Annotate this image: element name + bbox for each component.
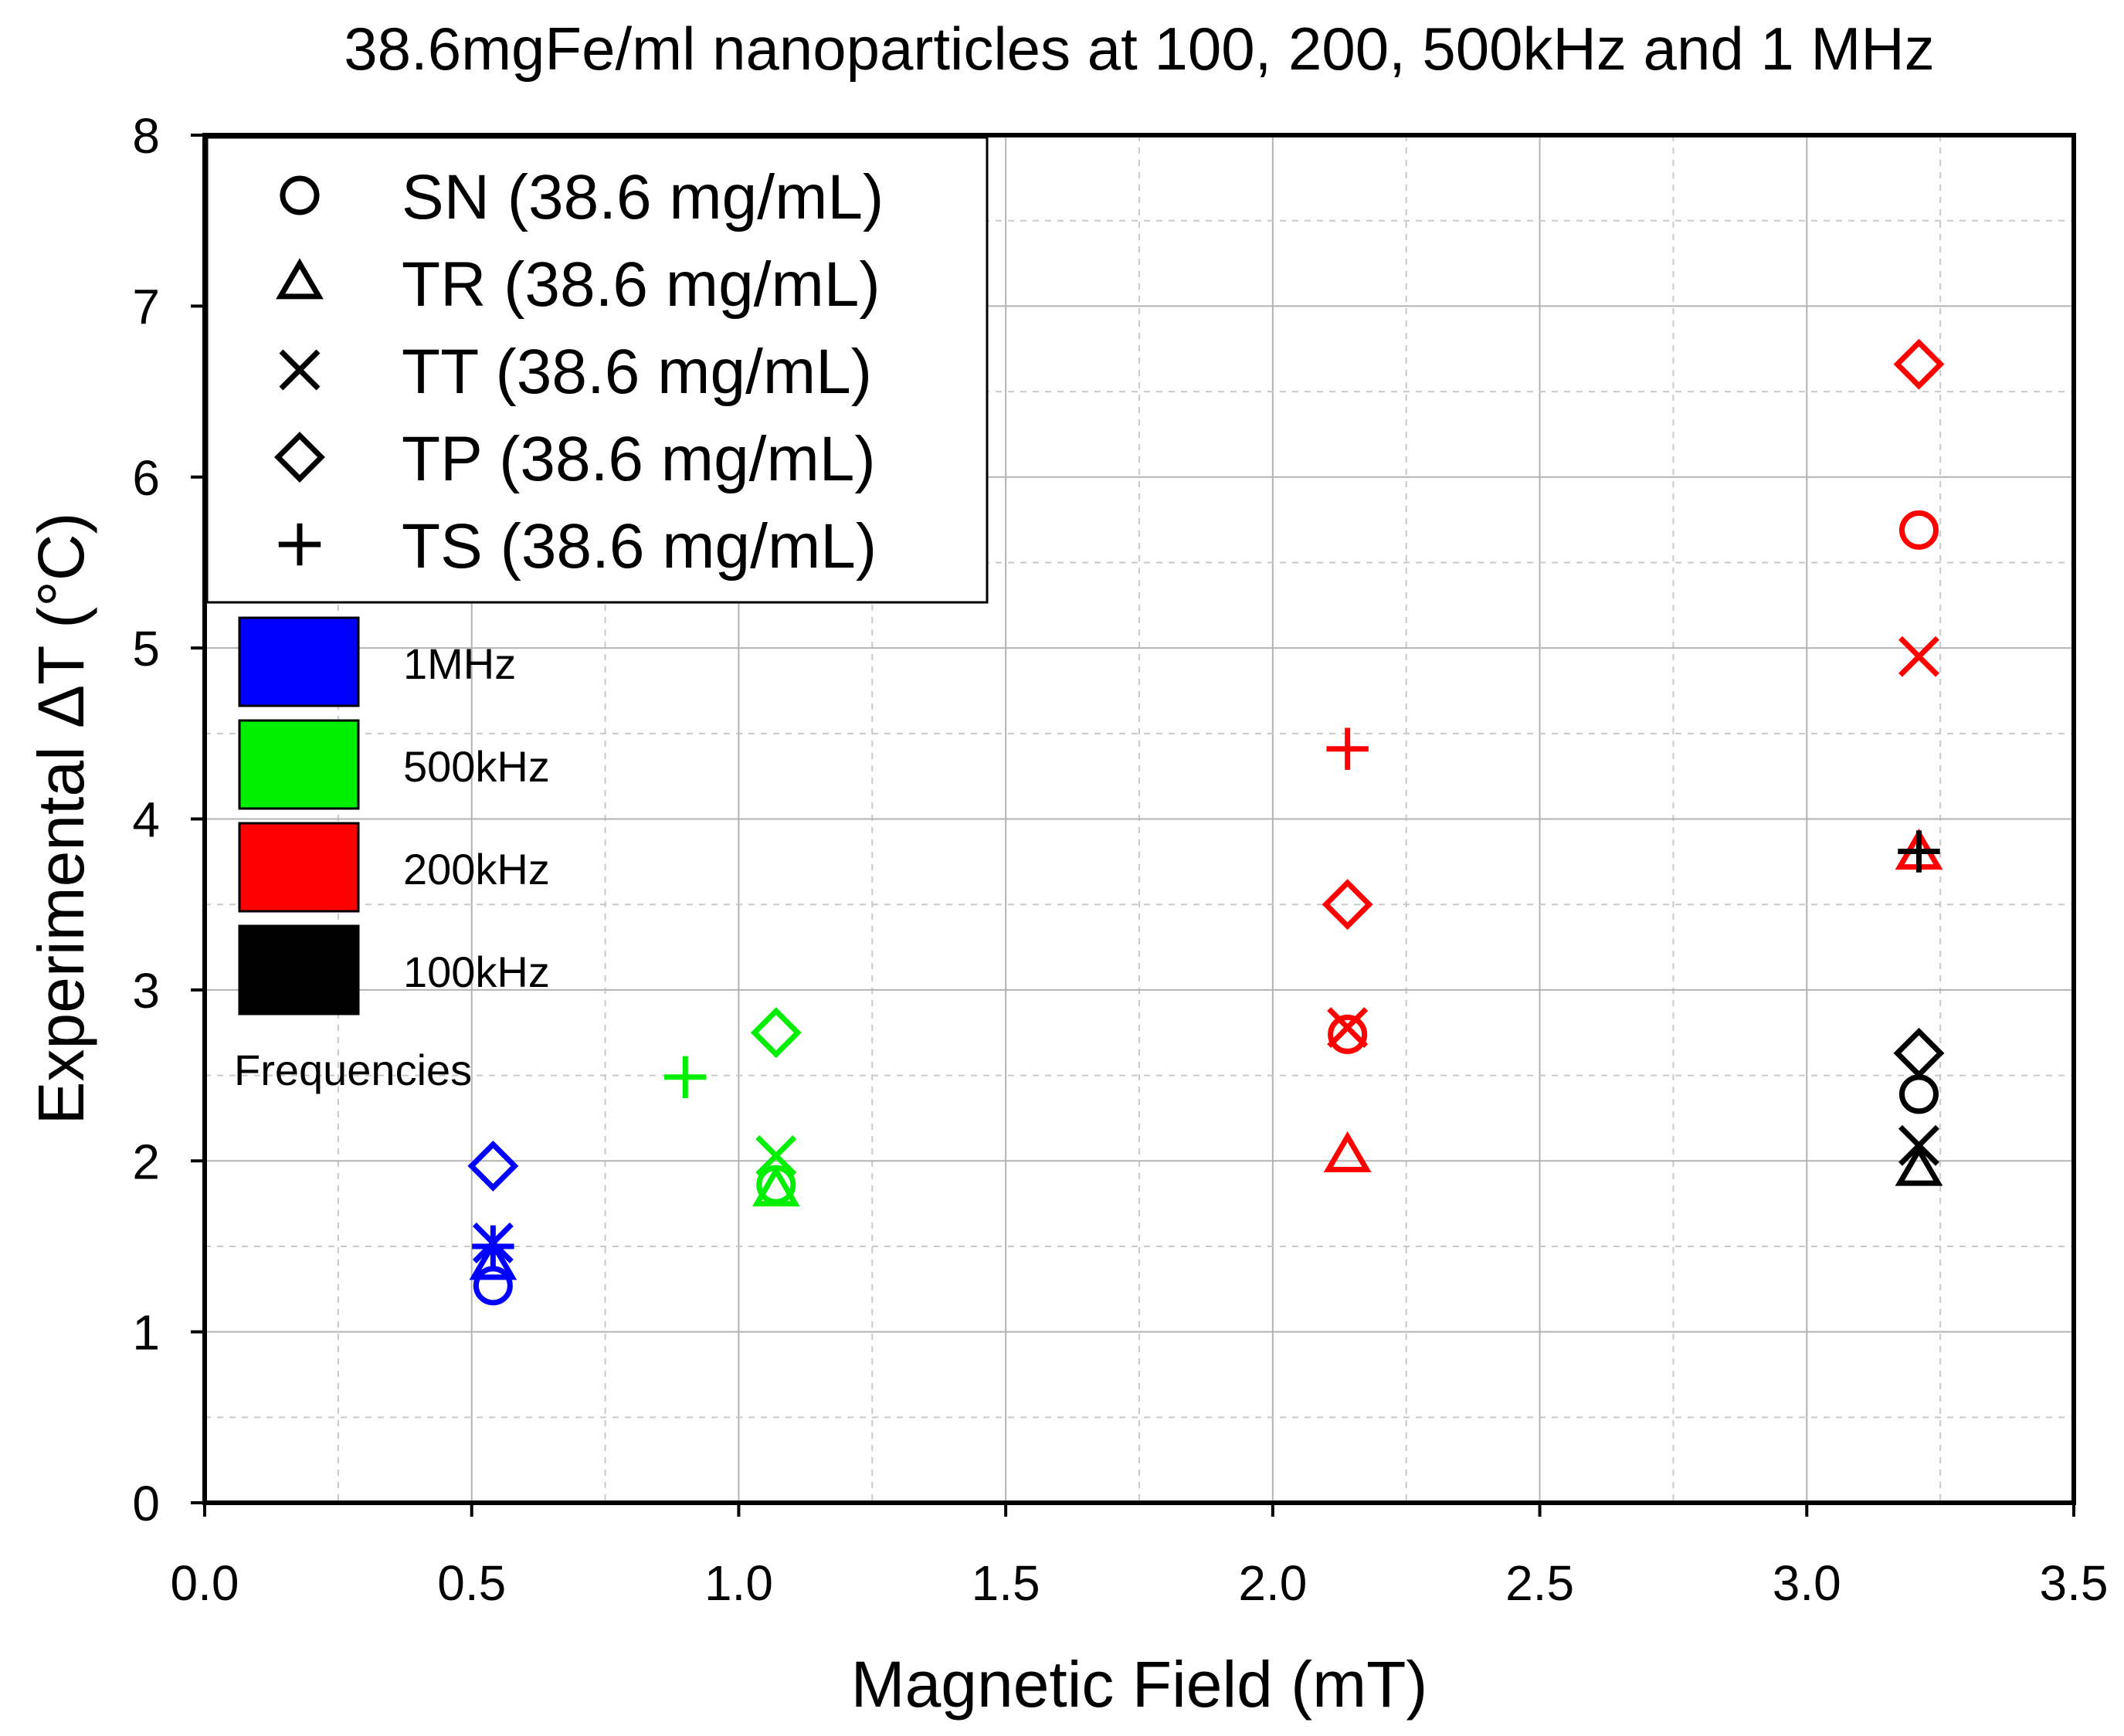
legend-symbol-diamond [274,432,325,483]
data-point-tr [752,1165,800,1207]
frequency-swatch [238,822,360,913]
frequency-swatch [238,719,360,810]
legend-label: TP (38.6 mg/mL) [402,424,876,494]
x-axis-label: Magnetic Field (mT) [851,1648,1428,1721]
y-tick-label: 1 [132,1305,160,1361]
x-tick-label: 2.0 [1238,1555,1307,1611]
data-point-tr [1895,1144,1943,1186]
frequency-legend: 1MHz 500kHz 200kHz 100kHz Frequencies [234,616,550,1094]
frequency-swatch [238,616,360,707]
data-point-ts [1898,830,1940,873]
frequency-label: 200kHz [403,845,550,893]
data-point-tr [1323,1131,1372,1172]
x-axis-ticks: 0.0 0.5 1.0 1.5 2.0 2.5 3.0 3.5 [171,1503,2109,1611]
y-tick-label: 6 [132,450,160,506]
x-tick-label: 0.0 [171,1555,239,1611]
x-tick-label: 2.5 [1505,1555,1574,1611]
marker-legend: SN (38.6 mg/mL) TR (38.6 mg/mL) TT (38.6 m… [205,136,989,604]
y-tick-label: 2 [132,1134,160,1189]
data-point-tp [1893,1027,1945,1079]
legend-symbol-circle [280,175,320,215]
data-point-tt [1327,1007,1369,1049]
data-point-ts [1326,727,1369,770]
data-point-sn [473,1266,513,1306]
legend-label: SN (38.6 mg/mL) [402,162,884,232]
data-point-tt [1898,636,1939,677]
legend-label: TR (38.6 mg/mL) [402,249,880,320]
data-point-ts [472,1225,514,1268]
frequency-label: 500kHz [403,742,550,791]
x-tick-label: 0.5 [437,1555,506,1611]
data-point-tp [1893,338,1945,390]
y-tick-label: 4 [132,792,160,848]
data-point-ts [664,1056,707,1098]
data-point-tr [469,1239,517,1280]
x-tick-label: 3.0 [1773,1555,1841,1611]
chart-title: 38.6mgFe/ml nanoparticles at 100, 200, 5… [344,15,1934,83]
data-point-sn [1898,510,1939,550]
frequency-swatch [238,924,360,1015]
frequency-label: 100kHz [403,948,550,996]
y-axis-label: Experimental ΔT (°C) [25,513,97,1125]
legend-symbol-plus [278,523,321,566]
frequency-label: 1MHz [403,639,516,688]
x-tick-label: 3.5 [2040,1555,2109,1611]
data-point-tt [1898,1124,1939,1166]
y-tick-label: 0 [132,1476,160,1531]
legend-symbol-x [279,349,321,391]
data-point-tt [755,1135,797,1177]
data-point-tp [750,1007,802,1059]
data-point-tp [467,1140,519,1192]
frequency-legend-title: Frequencies [234,1046,472,1094]
y-tick-label: 7 [132,279,160,334]
data-point-sn [1328,1014,1368,1054]
legend-label: TT (38.6 mg/mL) [402,337,872,407]
y-tick-label: 8 [132,108,160,164]
data-point-tp [1322,879,1373,931]
y-tick-label: 3 [132,963,160,1019]
y-axis-ticks: 0 1 2 3 4 5 6 7 8 [132,108,205,1531]
x-tick-label: 1.5 [972,1555,1040,1611]
x-tick-label: 1.0 [704,1555,773,1611]
marker-legend-box [205,136,989,604]
legend-symbol-triangle [276,258,324,300]
y-tick-label: 5 [132,621,160,676]
data-points [467,338,1945,1306]
legend-label: TS (38.6 mg/mL) [402,511,877,581]
